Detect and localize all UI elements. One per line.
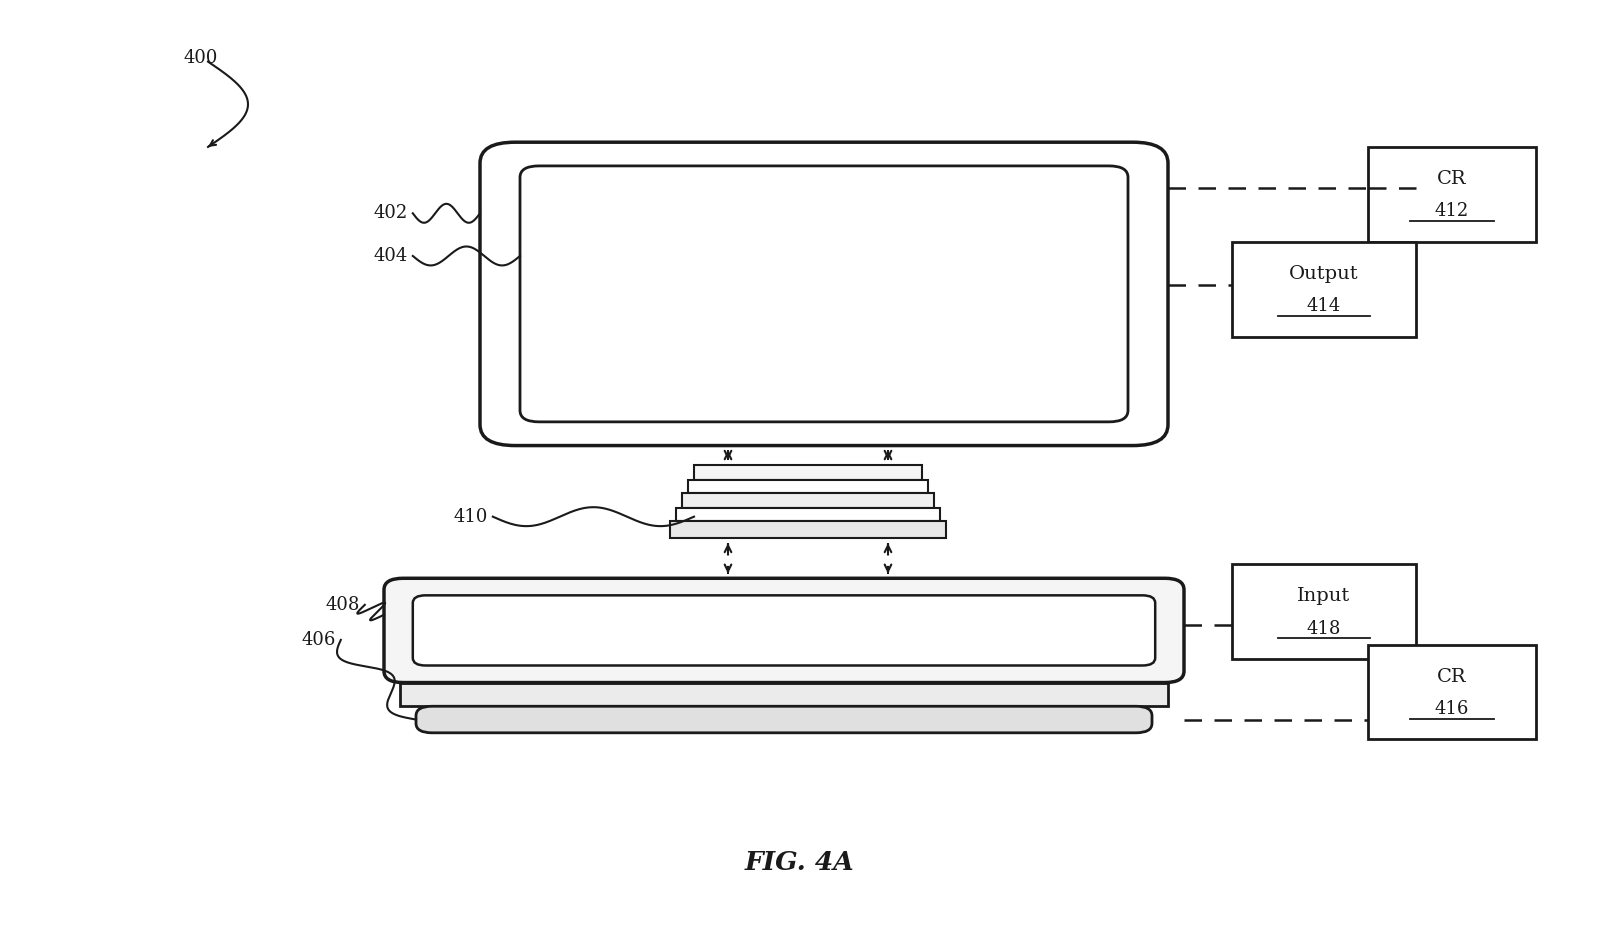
Text: 414: 414 <box>1307 298 1341 315</box>
FancyBboxPatch shape <box>416 706 1152 733</box>
Text: Input: Input <box>1298 588 1350 605</box>
FancyBboxPatch shape <box>480 142 1168 446</box>
Text: Output: Output <box>1290 265 1358 283</box>
Bar <box>688 480 928 493</box>
Text: 400: 400 <box>184 49 218 67</box>
Text: 410: 410 <box>454 508 488 525</box>
Bar <box>400 683 1168 706</box>
Bar <box>682 493 934 508</box>
Bar <box>670 521 946 538</box>
Bar <box>694 465 922 480</box>
Text: 404: 404 <box>374 247 408 264</box>
Text: CR: CR <box>1437 171 1467 188</box>
Bar <box>1368 645 1536 739</box>
FancyBboxPatch shape <box>384 578 1184 683</box>
Bar <box>1368 147 1536 242</box>
Text: 406: 406 <box>302 631 336 648</box>
Bar <box>1232 242 1416 337</box>
Text: 416: 416 <box>1435 701 1469 718</box>
Text: 418: 418 <box>1307 620 1341 637</box>
FancyBboxPatch shape <box>520 166 1128 422</box>
Text: 412: 412 <box>1435 203 1469 220</box>
Text: 408: 408 <box>326 596 360 613</box>
Bar <box>1232 564 1416 659</box>
FancyBboxPatch shape <box>413 595 1155 665</box>
Text: 402: 402 <box>374 205 408 222</box>
Bar <box>675 508 941 521</box>
Text: CR: CR <box>1437 668 1467 685</box>
Text: FIG. 4A: FIG. 4A <box>746 850 854 875</box>
